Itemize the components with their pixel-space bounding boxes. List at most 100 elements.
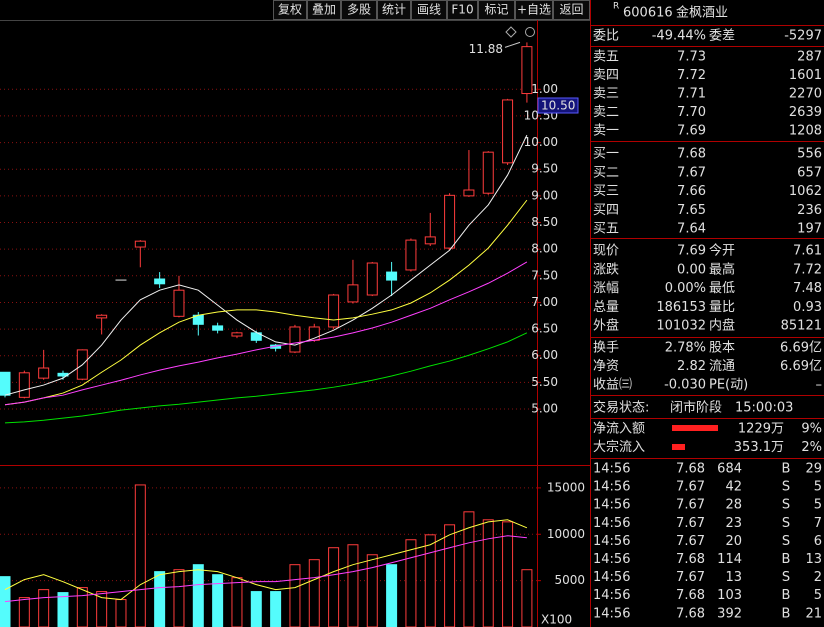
toolbar-button[interactable]: 标记 bbox=[478, 0, 515, 20]
button-label[interactable]: 复权 bbox=[278, 3, 302, 17]
trade-volume: 392 bbox=[717, 606, 742, 621]
candle-body bbox=[405, 239, 417, 271]
button-label[interactable]: F10 bbox=[451, 3, 473, 17]
toolbar-button[interactable]: F10 bbox=[447, 0, 478, 20]
trade-time: 14:56 bbox=[593, 498, 630, 513]
value: -49.44% bbox=[652, 29, 706, 44]
unit-label: X100 bbox=[541, 613, 572, 627]
trade-volume: 23 bbox=[725, 516, 742, 531]
label: 委比 bbox=[593, 29, 619, 44]
volume-bar bbox=[134, 484, 146, 627]
y-tick-label: 9.50 bbox=[531, 162, 558, 176]
trade-price: 7.68 bbox=[676, 588, 705, 603]
ask-price: 7.69 bbox=[677, 124, 706, 139]
volume-bar bbox=[57, 592, 69, 627]
bid-volume: 657 bbox=[797, 165, 822, 180]
label: 现价 bbox=[593, 244, 619, 259]
trade-price: 7.68 bbox=[676, 552, 705, 567]
y-tick-label: 5.50 bbox=[531, 375, 558, 389]
trade-volume: 13 bbox=[725, 570, 742, 585]
button-frame bbox=[553, 0, 590, 20]
volume-bar bbox=[18, 597, 30, 627]
candle-body bbox=[482, 151, 494, 194]
trade-volume: 20 bbox=[725, 534, 742, 549]
toolbar-button[interactable]: 叠加 bbox=[307, 0, 341, 20]
trade-price: 7.68 bbox=[676, 606, 705, 621]
toolbar-button[interactable]: +自选 bbox=[515, 0, 553, 20]
value: 2.82 bbox=[677, 359, 706, 374]
toolbar-button[interactable]: 复权 bbox=[273, 0, 307, 20]
bid-volume: 1062 bbox=[789, 184, 822, 199]
candle-body bbox=[444, 194, 456, 249]
ask-level: 卖三 bbox=[593, 87, 619, 102]
button-label[interactable]: +自选 bbox=[517, 3, 551, 17]
y-tick-label: 10000 bbox=[547, 527, 585, 541]
toolbar-button[interactable]: 画线 bbox=[411, 0, 447, 20]
trade-side: B bbox=[782, 588, 791, 603]
button-frame bbox=[341, 0, 377, 20]
panel-lines bbox=[591, 25, 824, 459]
button-label[interactable]: 画线 bbox=[417, 3, 441, 17]
volume-bar bbox=[250, 591, 262, 627]
candle-body bbox=[289, 326, 301, 353]
y-tick-label: 8.50 bbox=[531, 215, 558, 229]
value: 0.00% bbox=[665, 281, 706, 296]
bid-level: 买五 bbox=[593, 222, 619, 237]
status-time: 15:00:03 bbox=[735, 401, 793, 416]
volume-bar bbox=[386, 564, 398, 627]
volume-bar bbox=[347, 544, 359, 627]
value: 6.69亿 bbox=[780, 359, 822, 374]
volume-bar bbox=[405, 539, 417, 627]
label: 净资 bbox=[593, 359, 619, 374]
moving-average bbox=[4, 261, 528, 406]
volume-average bbox=[4, 519, 528, 601]
ask-price: 7.72 bbox=[677, 68, 706, 83]
ask-volume: 1208 bbox=[789, 124, 822, 139]
trade-price: 7.67 bbox=[676, 534, 705, 549]
moving-average bbox=[4, 199, 528, 406]
y-tick-label: 10.00 bbox=[524, 135, 558, 149]
bid-price: 7.67 bbox=[677, 165, 706, 180]
button-frame bbox=[411, 0, 447, 20]
toolbar-button[interactable]: 统计 bbox=[377, 0, 411, 20]
volume-bar bbox=[444, 524, 456, 627]
button-label[interactable]: 返回 bbox=[559, 3, 583, 17]
value: 186153 bbox=[656, 300, 706, 315]
ask-volume: 287 bbox=[797, 50, 822, 65]
candle-body bbox=[212, 325, 224, 331]
button-frame bbox=[377, 0, 411, 20]
candle-body bbox=[0, 371, 11, 396]
trade-side: B bbox=[782, 552, 791, 567]
bid-level: 买一 bbox=[593, 147, 619, 162]
label: 今开 bbox=[709, 243, 735, 259]
toolbar-button[interactable]: 返回 bbox=[553, 0, 590, 20]
button-label[interactable]: 统计 bbox=[382, 3, 406, 17]
bid-volume: 236 bbox=[797, 203, 822, 218]
button-frame bbox=[447, 0, 478, 20]
y-tick-label: 9.00 bbox=[531, 188, 558, 202]
button-label[interactable]: 叠加 bbox=[312, 3, 336, 17]
flow-percent: 9% bbox=[801, 422, 822, 437]
y-tick-label: 5.00 bbox=[531, 402, 558, 416]
label: 股本 bbox=[709, 341, 735, 356]
ask-volume: 2639 bbox=[789, 105, 822, 120]
volume-bar bbox=[115, 599, 127, 627]
trade-time: 14:56 bbox=[593, 462, 630, 477]
flow-amount: 353.1万 bbox=[734, 440, 784, 455]
status-value: 闭市阶段 bbox=[670, 400, 722, 416]
flow-bar bbox=[672, 425, 718, 431]
candle-body bbox=[134, 240, 146, 248]
trade-side: S bbox=[782, 498, 790, 513]
candle-body bbox=[231, 332, 243, 337]
stock-code: 600616 bbox=[623, 6, 673, 21]
trade-count: 5 bbox=[814, 588, 822, 603]
value: 7.69 bbox=[677, 244, 706, 259]
icon-circle bbox=[525, 27, 535, 37]
button-label[interactable]: 标记 bbox=[484, 3, 508, 17]
candle-body bbox=[424, 236, 436, 245]
toolbar-button[interactable]: 多股 bbox=[341, 0, 377, 20]
value: -5297 bbox=[784, 29, 822, 44]
button-label[interactable]: 多股 bbox=[347, 3, 371, 17]
annotation-arrow bbox=[504, 41, 521, 48]
volume-average bbox=[4, 535, 527, 603]
